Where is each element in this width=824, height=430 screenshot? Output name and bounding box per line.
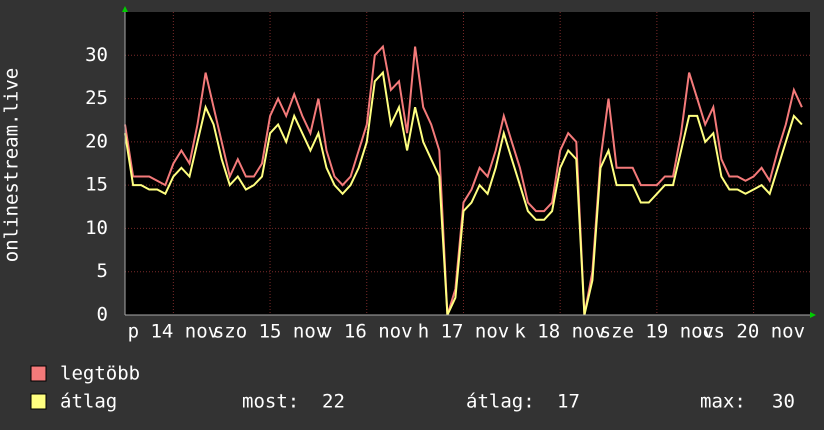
stat-label: max: (700, 391, 746, 413)
x-tick-label: p 14 nov (128, 321, 220, 343)
axis-arrow (122, 6, 128, 12)
legend-swatch (30, 393, 47, 410)
series-line (124, 70, 803, 316)
x-tick-label: cs 20 nov (702, 321, 805, 343)
x-tick-label: szo 15 nov (213, 321, 327, 343)
y-tick-label: 10 (85, 217, 108, 239)
x-tick-label: sze 19 nov (600, 321, 714, 343)
stat-label: most: (242, 391, 299, 413)
x-tick-label: v 16 nov (321, 321, 413, 343)
y-tick-label: 20 (85, 130, 108, 152)
x-tick-label: k 18 nov (514, 321, 606, 343)
grid (125, 12, 810, 316)
series-line (124, 44, 803, 316)
stat-value: 22 (322, 391, 345, 413)
y-axis-label: onlinestream.live (1, 68, 23, 262)
x-tick-label: h 17 nov (418, 321, 510, 343)
y-tick-label: 15 (85, 174, 108, 196)
legend: legtöbb átlag most: 22 átlag: 17 max: 30 (30, 363, 795, 413)
stat-value: 17 (557, 391, 580, 413)
legend-label: átlag (60, 391, 117, 413)
axis-arrow (810, 312, 816, 318)
lines (124, 44, 803, 316)
y-tick-label: 25 (85, 87, 108, 109)
legend-swatch (30, 365, 47, 382)
y-tick-label: 5 (97, 260, 108, 282)
y-tick-label: 0 (97, 304, 108, 326)
stat-label: átlag: (466, 391, 535, 413)
y-tick-label: 30 (85, 44, 108, 66)
stat-value: 30 (772, 391, 795, 413)
legend-label: legtöbb (60, 363, 140, 385)
